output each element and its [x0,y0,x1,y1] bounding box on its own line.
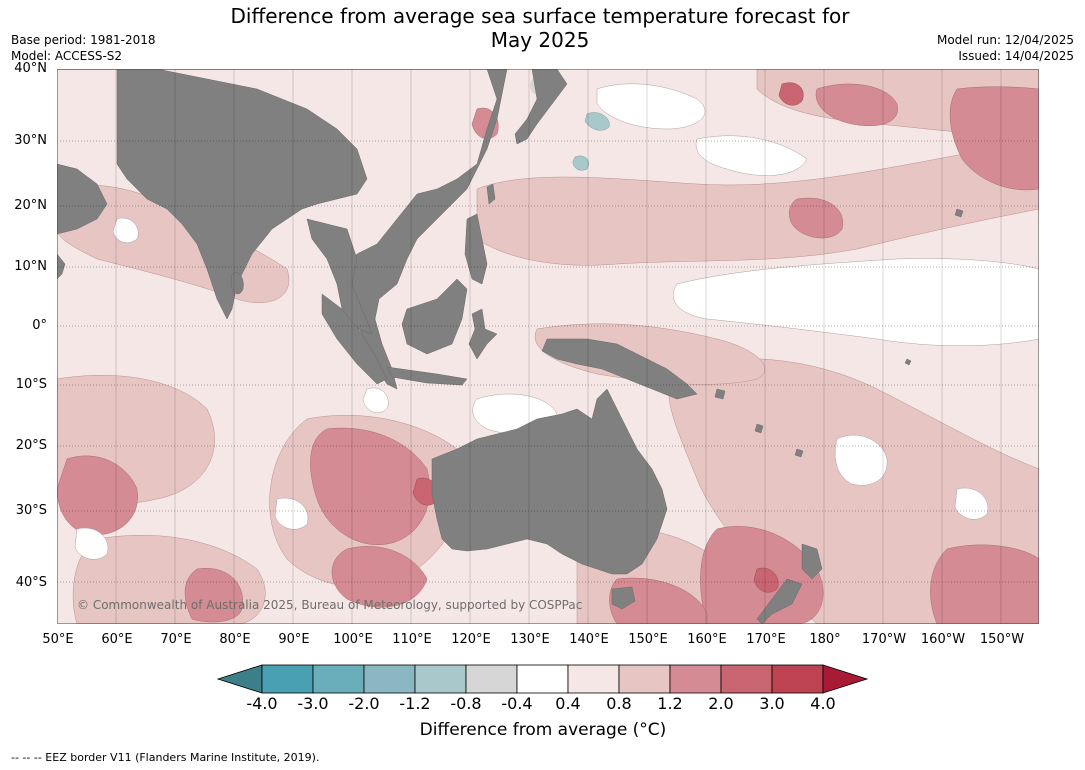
lat-label-10N: 10°N [14,259,47,274]
colorbar-segment [414,664,467,694]
land-new-guinea [541,338,698,400]
colorbar-tick: 1.2 [657,694,683,713]
lon-label-70E: 70°E [160,632,192,647]
title-line-2: May 2025 [490,28,590,52]
land-tasmania [611,586,636,610]
lon-label-110E: 110°E [392,632,432,647]
lon-label-50E: 50°E [42,632,74,647]
lon-label-60E: 60°E [101,632,133,647]
colorbar-tick: -4.0 [246,694,278,713]
colorbar-tick: 4.0 [810,694,836,713]
lon-label-90E: 90°E [278,632,310,647]
colorbar-segments [217,664,869,694]
lon-label-160W: 160°W [920,632,966,647]
lat-label-40N: 40°N [14,61,47,76]
colorbar-tick: 0.8 [606,694,632,713]
colorbar-segment [567,664,620,694]
lon-label-150W: 150°W [979,632,1025,647]
colorbar-segment [669,664,722,694]
model-run: Model run: 12/04/2025 [936,33,1074,47]
colorbar-tick: 0.4 [555,694,581,713]
lon-label-180: 180° [809,632,841,647]
sst-anomaly-map [57,69,1039,624]
colorbar-tick: 2.0 [708,694,734,713]
chart-title: Difference from average sea surface temp… [170,4,910,52]
land-new-zealand-south [756,578,803,624]
land-masses [57,69,964,624]
land-australia [431,388,668,575]
land-asia [57,69,508,390]
colorbar-extend-low [217,664,263,694]
land-sumatra [321,293,388,385]
colorbar-tick: -0.8 [450,694,482,713]
colorbar-segment [465,664,518,694]
model-name: Model: ACCESS-S2 [11,49,123,63]
land-arabia [57,163,108,235]
colorbar-segment [363,664,416,694]
land-philippines [464,213,488,285]
lat-label-0: 0° [32,318,47,333]
land-africa-horn [57,253,66,280]
anomaly-band-neutral [74,83,1039,560]
colorbar-title: Difference from average (°C) [419,720,667,740]
colorbar-extend-high [822,664,869,694]
colorbar-tick: -2.0 [348,694,380,713]
colorbar [217,664,869,694]
meta-left: Base period: 1981-2018 Model: ACCESS-S2 [11,32,156,64]
colorbar-segment [516,664,569,694]
colorbar-tick: -0.4 [501,694,533,713]
colorbar-segment [312,664,365,694]
land-japan [514,69,568,145]
land-new-zealand [801,543,823,580]
land-sri-lanka [230,272,244,295]
anomaly-band-1.2-2.0 [57,83,1039,624]
land-india [116,69,368,320]
lat-label-30S: 30°S [15,503,47,518]
base-period: Base period: 1981-2018 [11,33,156,47]
lon-label-150E: 150°E [628,632,668,647]
colorbar-tick: 3.0 [759,694,785,713]
lat-label-20N: 20°N [14,198,47,213]
lon-label-170W: 170°W [861,632,907,647]
colorbar-tick: -3.0 [297,694,329,713]
lon-label-120E: 120°E [451,632,491,647]
land-indochina [306,218,373,335]
lon-label-100E: 100°E [333,632,373,647]
title-line-1: Difference from average sea surface temp… [230,4,850,28]
issued-date: Issued: 14/04/2025 [958,49,1074,63]
colorbar-segment [618,664,671,694]
land-sulawesi [468,308,498,360]
lat-label-30N: 30°N [14,133,47,148]
anomaly-band-cool [572,112,610,171]
lat-label-40S: 40°S [15,575,47,590]
colorbar-segment [720,664,773,694]
land-taiwan [486,183,496,205]
colorbar-segment [261,664,314,694]
lon-label-140E: 140°E [569,632,609,647]
lat-label-10S: 10°S [15,377,47,392]
meridians [115,69,1002,624]
colorbar-segment [771,664,824,694]
land-borneo [401,278,468,355]
colorbar-tick: -1.2 [399,694,431,713]
lon-label-80E: 80°E [219,632,251,647]
lon-label-170E: 170°E [746,632,786,647]
lon-label-160E: 160°E [687,632,727,647]
lat-label-20S: 20°S [15,438,47,453]
copyright-notice: © Commonwealth of Australia 2025, Bureau… [77,598,583,612]
lon-label-130E: 130°E [510,632,550,647]
eez-legend: -- -- -- EEZ border V11 (Flanders Marine… [11,751,320,764]
meta-right: Model run: 12/04/2025 Issued: 14/04/2025 [937,32,1074,64]
